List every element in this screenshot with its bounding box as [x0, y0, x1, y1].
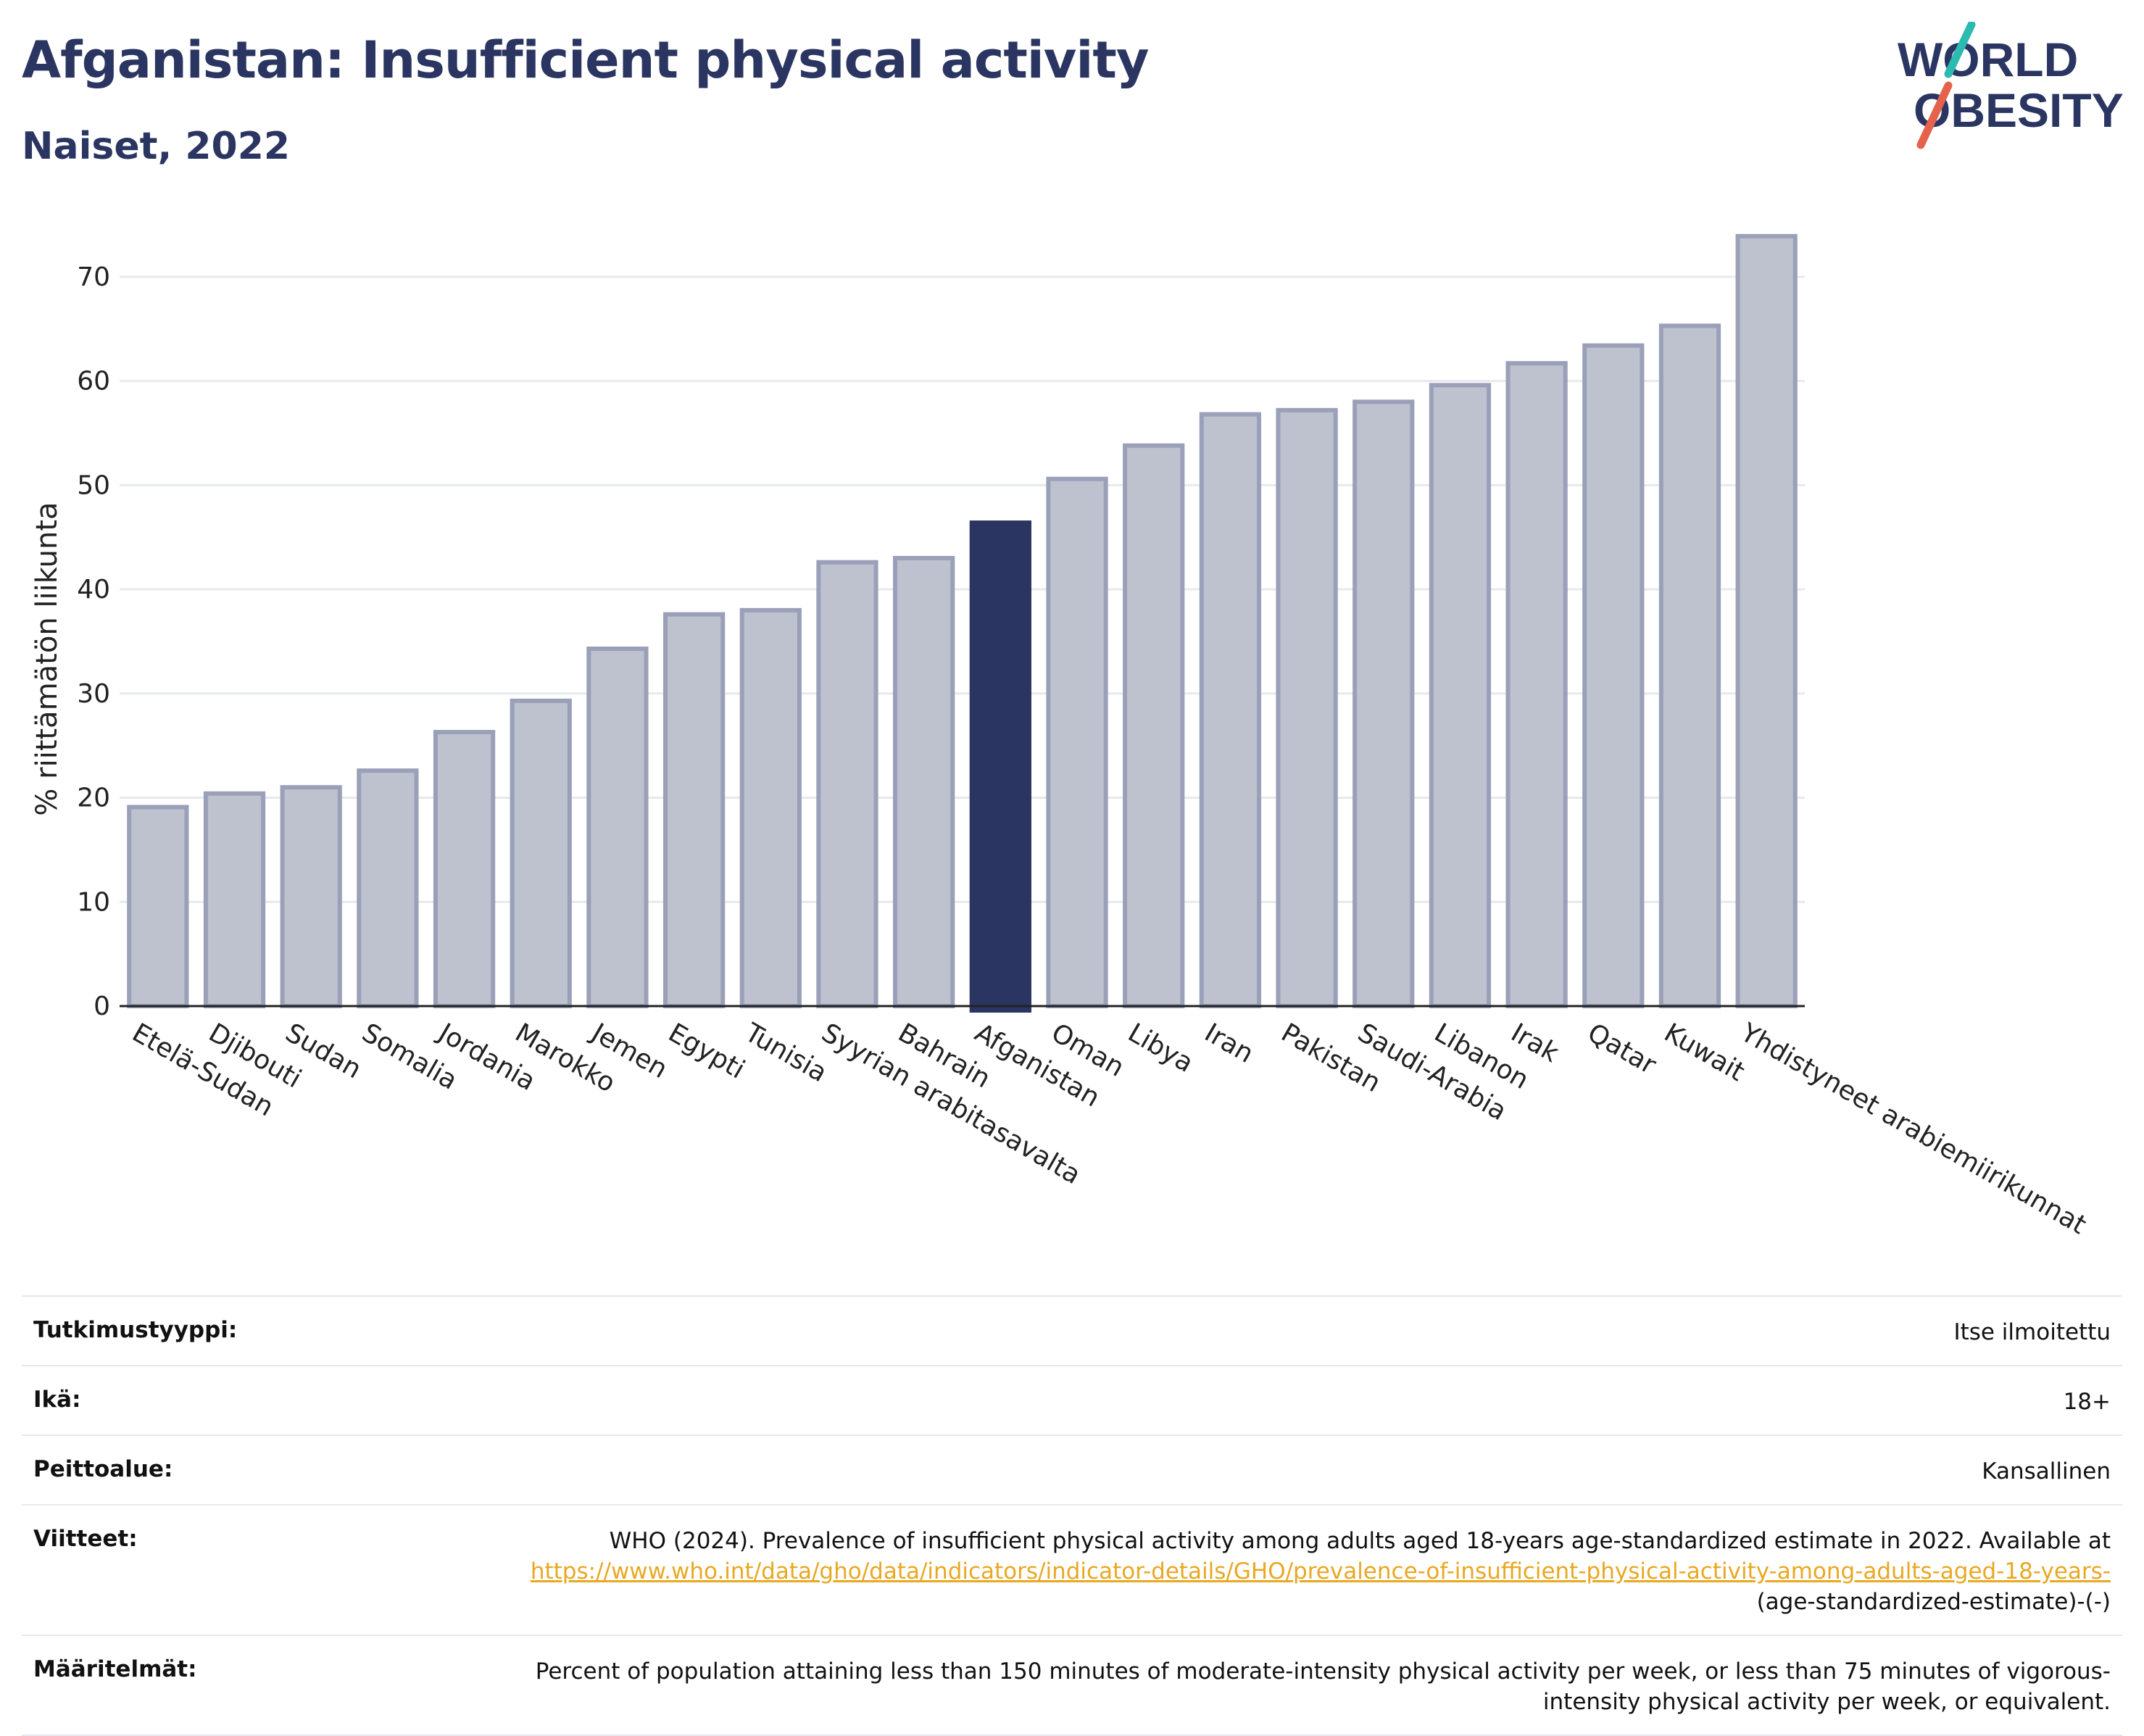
- bar-libanon: [1429, 383, 1492, 1009]
- meta-label: Viitteet:: [33, 1526, 138, 1552]
- bar-saudi-arabia: [1353, 399, 1415, 1008]
- y-tick-label: 10: [77, 887, 110, 917]
- y-axis-ticks: 0 10 20 30 40 50 60 70: [77, 262, 110, 1021]
- bar-sudan: [280, 785, 342, 1008]
- bars: [127, 233, 1798, 1013]
- bar-etelä-sudan: [127, 805, 189, 1009]
- logo-slash-coral: [1916, 81, 1953, 149]
- y-tick-label: 0: [94, 992, 110, 1021]
- meta-row-references: Viitteet: WHO (2024). Prevalence of insu…: [22, 1504, 2122, 1635]
- meta-row-study-type: Tutkimustyyppi: Itse ilmoitettu: [22, 1295, 2122, 1365]
- x-tick-label: Iran: [1200, 1018, 1258, 1069]
- meta-value: Kansallinen: [1982, 1458, 2111, 1484]
- bar-jemen: [586, 646, 649, 1009]
- meta-label: Määritelmät:: [33, 1656, 197, 1682]
- chart-subtitle: Naiset, 2022: [22, 125, 291, 168]
- bar-jordania: [433, 729, 496, 1008]
- y-tick-label: 40: [77, 575, 110, 605]
- meta-label: Peittoalue:: [33, 1456, 173, 1482]
- meta-label: Ikä:: [33, 1387, 81, 1413]
- bar-yhdistyneet-arabiemiirikunnat: [1735, 233, 1798, 1008]
- x-tick-label: Tunisia: [739, 1018, 832, 1088]
- meta-value: 18+: [2063, 1389, 2111, 1415]
- bar-afganistan: [969, 520, 1031, 1013]
- world-obesity-logo: WORLD OBESITY: [1898, 22, 2124, 149]
- bar-libya: [1123, 443, 1185, 1008]
- bar-kuwait: [1658, 323, 1721, 1008]
- meta-value: Itse ilmoitettu: [1953, 1319, 2111, 1345]
- meta-row-age: Ikä: 18+: [22, 1365, 2122, 1434]
- x-axis-ticks: Etelä-SudanDjiboutiSudanSomaliaJordaniaM…: [127, 1017, 2091, 1240]
- bar-irak: [1505, 361, 1568, 1008]
- bar-egypti: [662, 612, 726, 1008]
- metadata-table: Tutkimustyyppi: Itse ilmoitettu Ikä: 18+…: [22, 1295, 2122, 1736]
- meta-value: WHO (2024). Prevalence of insufficient p…: [480, 1526, 2111, 1617]
- meta-row-definitions: Määritelmät: Percent of population attai…: [22, 1635, 2122, 1736]
- bar-marokko: [510, 698, 572, 1008]
- bar-qatar: [1582, 343, 1645, 1009]
- chart-title: Afganistan: Insufficient physical activi…: [22, 30, 1149, 90]
- bar-chart: 0 10 20 30 40 50 60 70 Etelä-SudanDjiboutiSudan…: [30, 233, 2091, 1240]
- x-tick-label: Kuwait: [1659, 1018, 1750, 1087]
- bar-bahrain: [893, 555, 955, 1008]
- reference-suffix: (age-standardized-estimate)-(-): [1756, 1589, 2111, 1615]
- y-tick-label: 50: [77, 470, 110, 500]
- x-tick-label: Egypti: [663, 1018, 749, 1084]
- meta-label: Tutkimustyyppi:: [33, 1317, 238, 1343]
- logo-slash-teal: [1944, 22, 1976, 78]
- bar-syyrian-arabitasavalta: [816, 560, 878, 1008]
- bar-iran: [1199, 412, 1262, 1008]
- y-tick-label: 60: [77, 367, 110, 396]
- y-tick-label: 20: [77, 784, 110, 813]
- bar-somalia: [357, 768, 419, 1008]
- x-tick-label: Libya: [1123, 1018, 1198, 1079]
- bar-djibouti: [203, 791, 266, 1008]
- meta-value: Percent of population attaining less tha…: [535, 1658, 2111, 1715]
- bar-oman: [1046, 476, 1108, 1008]
- y-tick-label: 30: [77, 679, 110, 709]
- logo-text-world: WORLD: [1898, 33, 2078, 86]
- reference-link[interactable]: https://www.who.int/data/gho/data/indica…: [530, 1558, 2111, 1585]
- x-tick-label: Qatar: [1582, 1018, 1661, 1080]
- meta-row-coverage: Peittoalue: Kansallinen: [22, 1434, 2122, 1504]
- reference-text: WHO (2024). Prevalence of insufficient p…: [609, 1528, 2111, 1554]
- y-tick-label: 70: [77, 262, 110, 292]
- x-tick-label: Yhdistyneet arabiemiirikunnat: [1735, 1018, 2091, 1240]
- y-axis-label: % riittämätön liikunta: [30, 502, 64, 815]
- bar-pakistan: [1276, 407, 1338, 1008]
- bar-tunisia: [739, 607, 802, 1008]
